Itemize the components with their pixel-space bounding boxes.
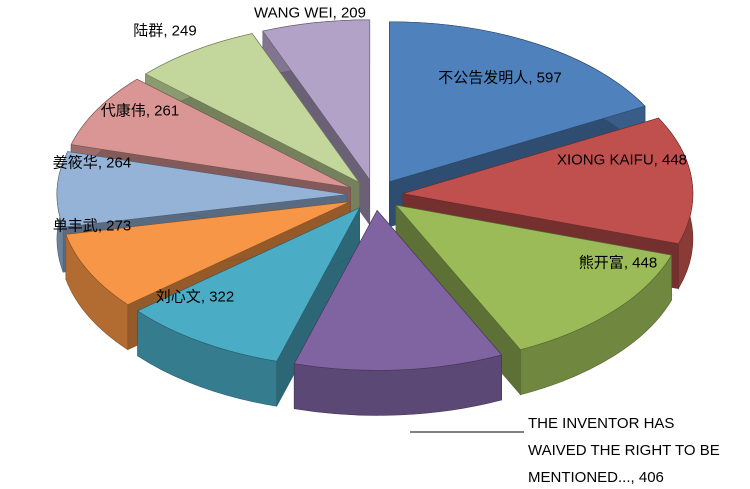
pie-slice: [137, 207, 361, 407]
data-label: 不公告发明人597: [438, 67, 561, 88]
slice-top: [65, 201, 350, 306]
label-category: 代康伟: [100, 102, 146, 120]
data-label: 代康伟261: [101, 100, 179, 121]
slice-top: [262, 19, 371, 181]
slice-top: [56, 151, 348, 228]
label-category: 刘心文: [155, 288, 201, 306]
label-value: 406: [631, 469, 664, 486]
label-value: 322: [201, 289, 234, 306]
label-value: 448: [624, 255, 657, 272]
data-label: 熊开富448: [579, 252, 657, 273]
label-value: 209: [333, 5, 366, 22]
data-label: WANG WEI209: [254, 5, 366, 22]
data-label: 刘心文322: [156, 286, 234, 307]
slice-top: [389, 21, 646, 183]
label-category: THE INVENTOR HAS WAIVED THE RIGHT TO BE …: [528, 415, 720, 486]
label-category: WANG WEI: [254, 4, 333, 22]
slice-top: [402, 117, 694, 244]
label-category: 姜筱华: [52, 154, 98, 172]
slice-top: [144, 33, 360, 183]
slice-top: [293, 209, 503, 371]
label-category: 熊开富: [578, 254, 624, 272]
data-label: 姜筱华264: [53, 152, 131, 173]
pie-slice: [293, 209, 503, 416]
label-category: 单丰武: [52, 217, 98, 235]
data-label: 单丰武273: [53, 215, 131, 236]
label-value: 249: [163, 23, 196, 40]
slice-top: [70, 78, 351, 188]
label-category: 不公告发明人: [438, 69, 529, 87]
label-value: 264: [98, 155, 131, 172]
label-category: 陆群: [133, 22, 164, 40]
data-label: THE INVENTOR HAS WAIVED THE RIGHT TO BE …: [528, 410, 733, 489]
slice-top: [395, 204, 672, 351]
label-value: 273: [98, 218, 131, 235]
data-label: XIONG KAIFU448: [557, 152, 687, 169]
data-label: 陆群249: [133, 20, 196, 41]
slice-top: [137, 207, 361, 362]
label-value: 597: [528, 70, 561, 87]
label-value: 448: [654, 152, 687, 169]
pie-slice: [395, 204, 672, 396]
label-category: XIONG KAIFU: [556, 151, 654, 169]
label-value: 261: [146, 103, 179, 120]
